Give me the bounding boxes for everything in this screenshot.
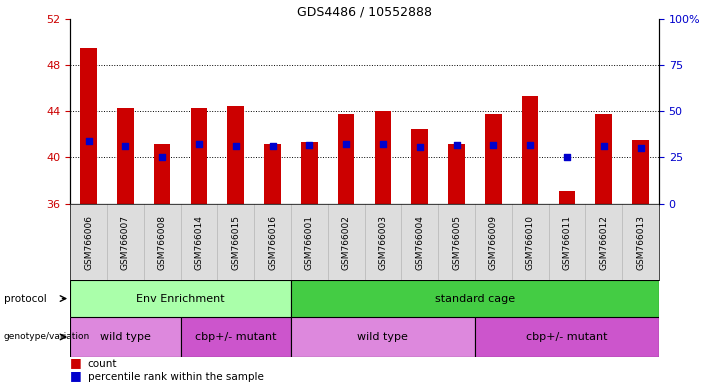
Text: GSM766012: GSM766012 <box>599 215 608 270</box>
Bar <box>448 144 465 204</box>
Title: GDS4486 / 10552888: GDS4486 / 10552888 <box>297 5 432 18</box>
Point <box>304 142 315 148</box>
Text: cbp+/- mutant: cbp+/- mutant <box>526 332 608 342</box>
Text: genotype/variation: genotype/variation <box>4 333 90 341</box>
Bar <box>227 106 244 204</box>
Bar <box>374 111 391 204</box>
Text: Env Enrichment: Env Enrichment <box>136 293 225 304</box>
Point <box>120 143 131 149</box>
Text: GSM766009: GSM766009 <box>489 215 498 270</box>
Bar <box>522 96 538 204</box>
Bar <box>338 114 355 204</box>
Text: GSM766014: GSM766014 <box>194 215 203 270</box>
Bar <box>154 144 170 204</box>
Text: GSM766007: GSM766007 <box>121 215 130 270</box>
Text: GSM766005: GSM766005 <box>452 215 461 270</box>
Point <box>524 142 536 148</box>
Text: wild type: wild type <box>100 332 151 342</box>
Text: ■: ■ <box>70 356 82 369</box>
FancyBboxPatch shape <box>291 317 475 357</box>
Point <box>488 142 499 148</box>
Point <box>83 138 94 144</box>
Text: GSM766008: GSM766008 <box>158 215 167 270</box>
Text: GSM766016: GSM766016 <box>268 215 277 270</box>
Bar <box>559 191 576 204</box>
Point <box>451 142 462 148</box>
Point <box>414 144 426 150</box>
Text: GSM766002: GSM766002 <box>341 215 350 270</box>
Bar <box>632 140 649 204</box>
Text: GSM766001: GSM766001 <box>305 215 314 270</box>
Point <box>341 141 352 147</box>
FancyBboxPatch shape <box>291 280 659 317</box>
Text: GSM766013: GSM766013 <box>636 215 645 270</box>
Text: GSM766015: GSM766015 <box>231 215 240 270</box>
Text: count: count <box>88 359 117 369</box>
Bar <box>117 108 134 204</box>
FancyBboxPatch shape <box>181 317 291 357</box>
Point <box>377 141 388 147</box>
Point <box>156 154 168 161</box>
Point <box>562 154 573 161</box>
Text: standard cage: standard cage <box>435 293 515 304</box>
Text: GSM766010: GSM766010 <box>526 215 535 270</box>
Point <box>193 141 205 147</box>
Bar <box>485 114 502 204</box>
Text: cbp+/- mutant: cbp+/- mutant <box>195 332 276 342</box>
Text: ■: ■ <box>70 369 82 382</box>
Text: GSM766003: GSM766003 <box>379 215 388 270</box>
Text: GSM766006: GSM766006 <box>84 215 93 270</box>
Bar <box>191 108 207 204</box>
Text: wild type: wild type <box>358 332 409 342</box>
Bar <box>264 144 281 204</box>
Bar <box>80 48 97 204</box>
FancyBboxPatch shape <box>475 317 659 357</box>
Text: GSM766011: GSM766011 <box>562 215 571 270</box>
Bar <box>301 142 318 204</box>
Point <box>635 145 646 151</box>
Bar <box>411 129 428 204</box>
FancyBboxPatch shape <box>70 317 181 357</box>
FancyBboxPatch shape <box>70 280 291 317</box>
Point <box>267 143 278 149</box>
Bar <box>595 114 612 204</box>
Text: GSM766004: GSM766004 <box>415 215 424 270</box>
Point <box>230 143 241 149</box>
Text: protocol: protocol <box>4 293 46 304</box>
Point <box>598 143 609 149</box>
Text: percentile rank within the sample: percentile rank within the sample <box>88 372 264 382</box>
